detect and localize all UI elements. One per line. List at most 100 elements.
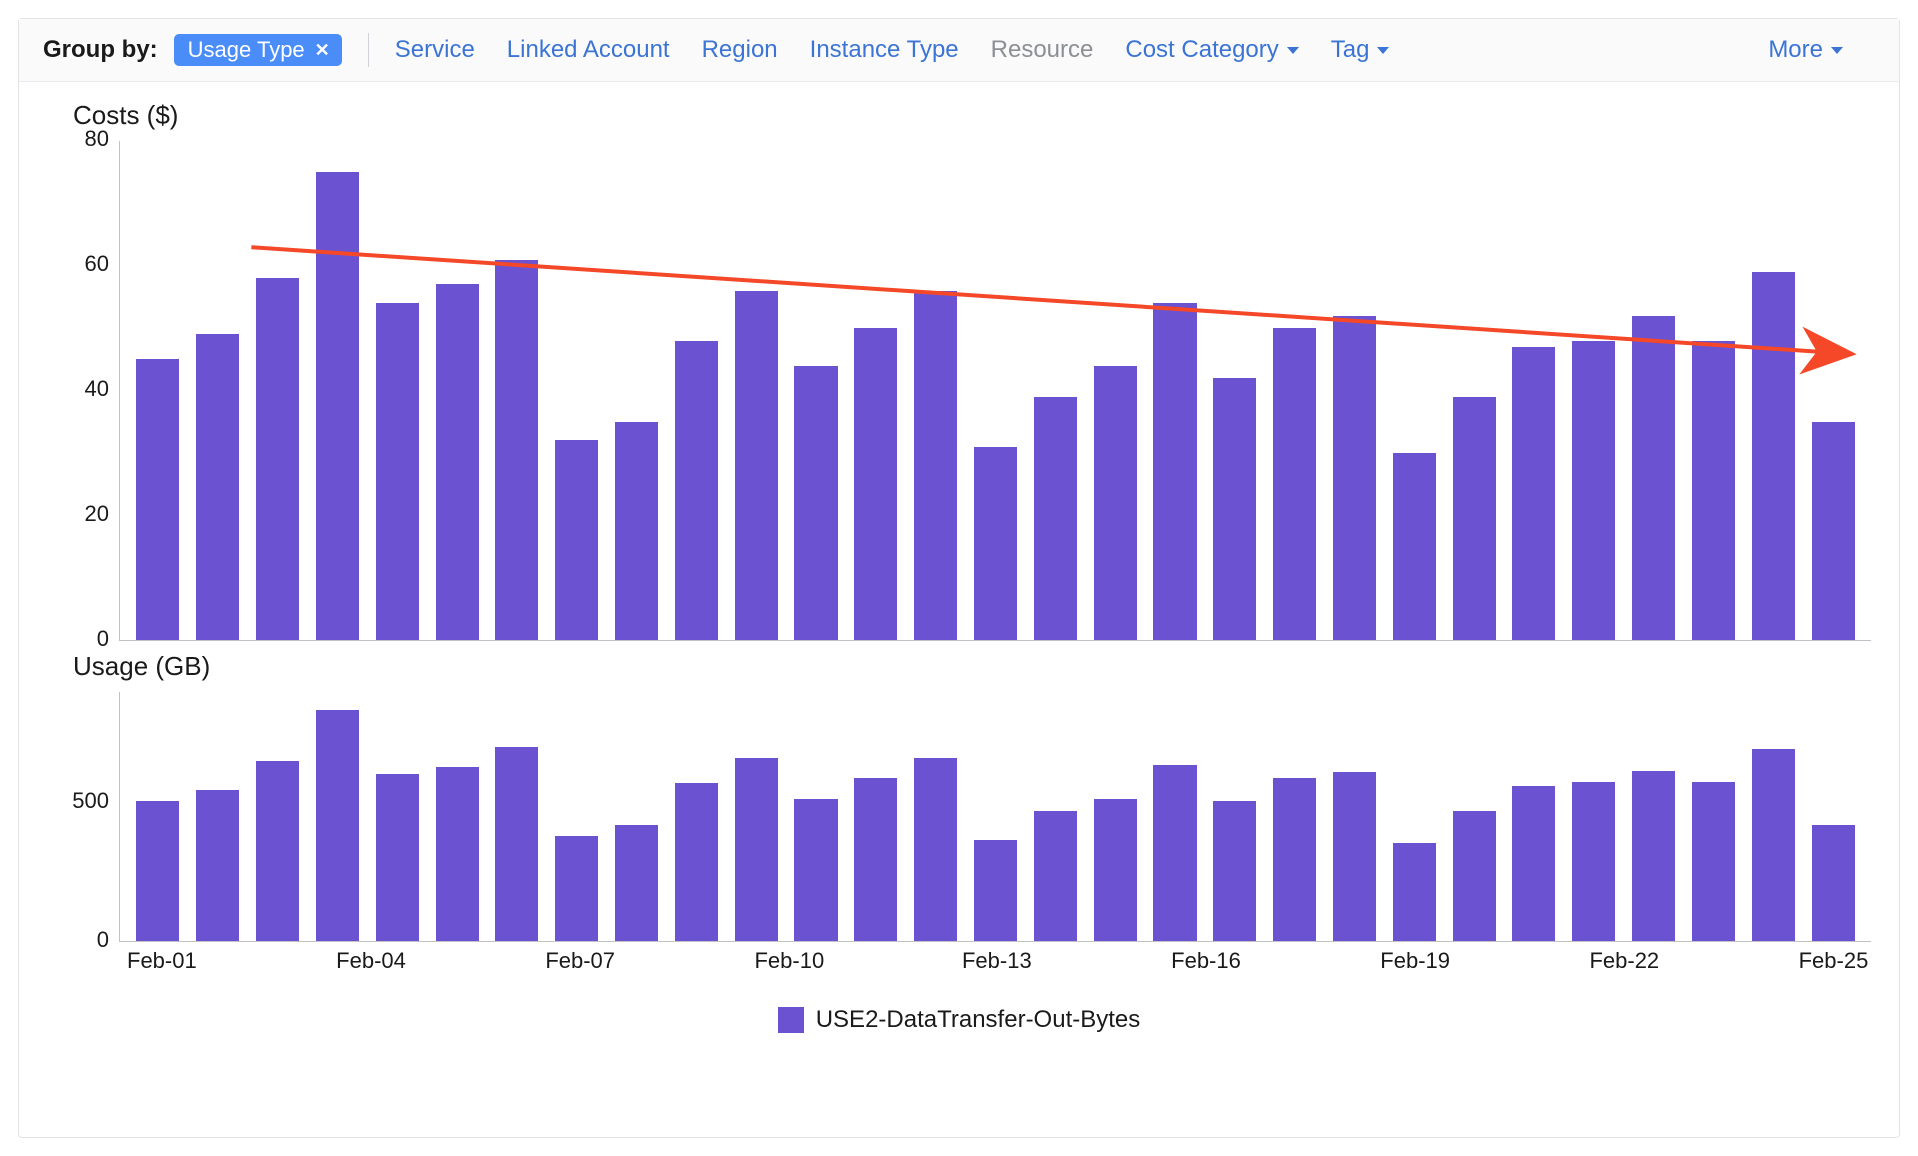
bar[interactable] <box>555 440 598 640</box>
bar[interactable] <box>495 747 538 941</box>
bar[interactable] <box>376 774 419 941</box>
filter-label: Resource <box>991 36 1094 64</box>
bar-slot <box>1384 692 1444 941</box>
costs-chart-block: Costs ($) 806040200 <box>47 100 1871 641</box>
bar[interactable] <box>376 303 419 640</box>
bar-slot <box>666 141 726 640</box>
bar[interactable] <box>256 761 299 941</box>
bar[interactable] <box>974 447 1017 640</box>
bar[interactable] <box>316 710 359 941</box>
x-tick: Feb-13 <box>962 948 1032 974</box>
bar[interactable] <box>1213 378 1256 640</box>
usage-chart-block: Usage (GB) 5000 Feb-01Feb-02Feb-03Feb-04… <box>47 651 1871 974</box>
bar[interactable] <box>1273 328 1316 640</box>
bar-slot <box>487 141 547 640</box>
bar[interactable] <box>136 359 179 640</box>
bar[interactable] <box>1692 341 1735 640</box>
bar[interactable] <box>1094 799 1137 941</box>
bar[interactable] <box>1453 811 1496 941</box>
bar[interactable] <box>1393 843 1436 941</box>
bar[interactable] <box>1333 316 1376 640</box>
bar[interactable] <box>675 783 718 941</box>
bar[interactable] <box>1094 366 1137 640</box>
bar[interactable] <box>735 291 778 640</box>
bar-slot <box>786 692 846 941</box>
bar[interactable] <box>735 758 778 941</box>
bar[interactable] <box>794 799 837 941</box>
bar[interactable] <box>615 825 658 941</box>
bar[interactable] <box>794 366 837 640</box>
filter-linked-account[interactable]: Linked Account <box>507 36 670 64</box>
usage-chart-title: Usage (GB) <box>73 651 1871 682</box>
close-icon[interactable]: ✕ <box>315 40 330 61</box>
bar[interactable] <box>555 836 598 941</box>
bar[interactable] <box>1752 749 1795 941</box>
bar[interactable] <box>914 758 957 941</box>
bar[interactable] <box>1572 782 1615 941</box>
bar[interactable] <box>1632 771 1675 941</box>
filter-cost-category[interactable]: Cost Category <box>1125 36 1298 64</box>
filter-tag[interactable]: Tag <box>1331 36 1390 64</box>
bar-slot <box>1743 692 1803 941</box>
bar[interactable] <box>1512 786 1555 941</box>
active-group-chip[interactable]: Usage Type ✕ <box>174 34 342 66</box>
bar-slot <box>1384 141 1444 640</box>
bar-slot <box>1803 692 1863 941</box>
bar[interactable] <box>196 334 239 640</box>
bar[interactable] <box>1034 397 1077 640</box>
y-tick: 20 <box>85 501 109 527</box>
bar-slot <box>1145 141 1205 640</box>
bar[interactable] <box>1453 397 1496 640</box>
bar[interactable] <box>1393 453 1436 640</box>
bar[interactable] <box>615 422 658 640</box>
bar[interactable] <box>1812 825 1855 941</box>
bar-slot <box>1265 692 1325 941</box>
filter-service[interactable]: Service <box>395 36 475 64</box>
bar[interactable] <box>136 801 179 941</box>
bar-slot <box>1684 141 1744 640</box>
x-tick: Feb-22 <box>1589 948 1659 974</box>
bar-slot <box>726 141 786 640</box>
chart-legend: USE2-DataTransfer-Out-Bytes <box>47 984 1871 1034</box>
bar[interactable] <box>1632 316 1675 640</box>
bar-slot <box>726 692 786 941</box>
more-dropdown[interactable]: More <box>1768 36 1843 64</box>
bar-slot <box>1684 692 1744 941</box>
bar[interactable] <box>1034 811 1077 941</box>
bar-slot <box>427 692 487 941</box>
bar[interactable] <box>436 284 479 640</box>
bar[interactable] <box>1812 422 1855 640</box>
bar[interactable] <box>256 278 299 640</box>
bar[interactable] <box>196 790 239 941</box>
bar[interactable] <box>1213 801 1256 941</box>
bar[interactable] <box>914 291 957 640</box>
bar[interactable] <box>974 840 1017 941</box>
bar-slot <box>1205 141 1265 640</box>
bar[interactable] <box>1333 772 1376 941</box>
bar-slot <box>307 692 367 941</box>
bar-slot <box>1624 692 1684 941</box>
bar-slot <box>1803 141 1863 640</box>
bar-slot <box>307 141 367 640</box>
bar[interactable] <box>1692 782 1735 941</box>
bar[interactable] <box>1512 347 1555 640</box>
bar-slot <box>1325 692 1385 941</box>
filter-instance-type[interactable]: Instance Type <box>810 36 959 64</box>
bar[interactable] <box>1153 765 1196 941</box>
bar[interactable] <box>854 778 897 941</box>
y-tick: 80 <box>85 126 109 152</box>
y-tick: 60 <box>85 251 109 277</box>
bar[interactable] <box>436 767 479 941</box>
bar-slot <box>248 141 308 640</box>
bar[interactable] <box>854 328 897 640</box>
bar[interactable] <box>1752 272 1795 640</box>
filter-region[interactable]: Region <box>702 36 778 64</box>
bar[interactable] <box>495 260 538 640</box>
x-tick: Feb-10 <box>754 948 824 974</box>
costs-plot <box>119 141 1871 641</box>
bar[interactable] <box>1572 341 1615 640</box>
bar[interactable] <box>1153 303 1196 640</box>
bar[interactable] <box>316 172 359 640</box>
bar[interactable] <box>675 341 718 640</box>
bar[interactable] <box>1273 778 1316 941</box>
